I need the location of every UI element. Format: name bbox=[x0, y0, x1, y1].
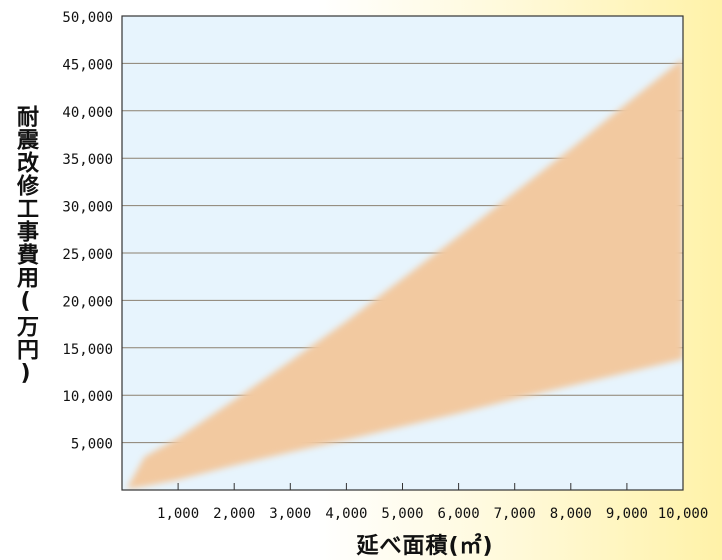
y-tick-label: 45,000 bbox=[62, 57, 113, 73]
x-tick-label: 2,000 bbox=[213, 506, 255, 522]
cost-range-band bbox=[127, 58, 683, 490]
x-tick-label: 9,000 bbox=[606, 506, 648, 522]
y-axis-ticks: 5,000 10,000 15,000 20,000 25,000 30,000 35,00… bbox=[62, 10, 113, 453]
y-tick-label: 15,000 bbox=[62, 342, 113, 358]
y-tick-label: 25,000 bbox=[62, 247, 113, 263]
x-axis-label: 延べ面積(㎡) bbox=[356, 534, 494, 559]
y-tick-label: 10,000 bbox=[62, 389, 113, 405]
y-tick-label: 20,000 bbox=[62, 294, 113, 310]
y-tick-label: 35,000 bbox=[62, 152, 113, 168]
y-tick-label: 40,000 bbox=[62, 105, 113, 121]
x-tick-label: 4,000 bbox=[325, 506, 367, 522]
x-tick-label: 1,000 bbox=[157, 506, 199, 522]
y-axis-label: 耐震改修工事費用(万円) bbox=[13, 105, 38, 387]
y-tick-label: 5,000 bbox=[71, 437, 113, 453]
x-tick-label: 3,000 bbox=[269, 506, 311, 522]
x-tick-label: 5,000 bbox=[381, 506, 423, 522]
x-axis-ticks: 1,000 2,000 3,000 4,000 5,000 6,000 7,000 8,000… bbox=[157, 483, 708, 522]
x-tick-label: 6,000 bbox=[438, 506, 480, 522]
x-tick-label: 8,000 bbox=[550, 506, 592, 522]
y-tick-label: 30,000 bbox=[62, 200, 113, 216]
range-band-layer bbox=[127, 58, 683, 490]
x-tick-label: 7,000 bbox=[494, 506, 536, 522]
y-tick-label: 50,000 bbox=[62, 10, 113, 26]
x-tick-label: 10,000 bbox=[658, 506, 709, 522]
